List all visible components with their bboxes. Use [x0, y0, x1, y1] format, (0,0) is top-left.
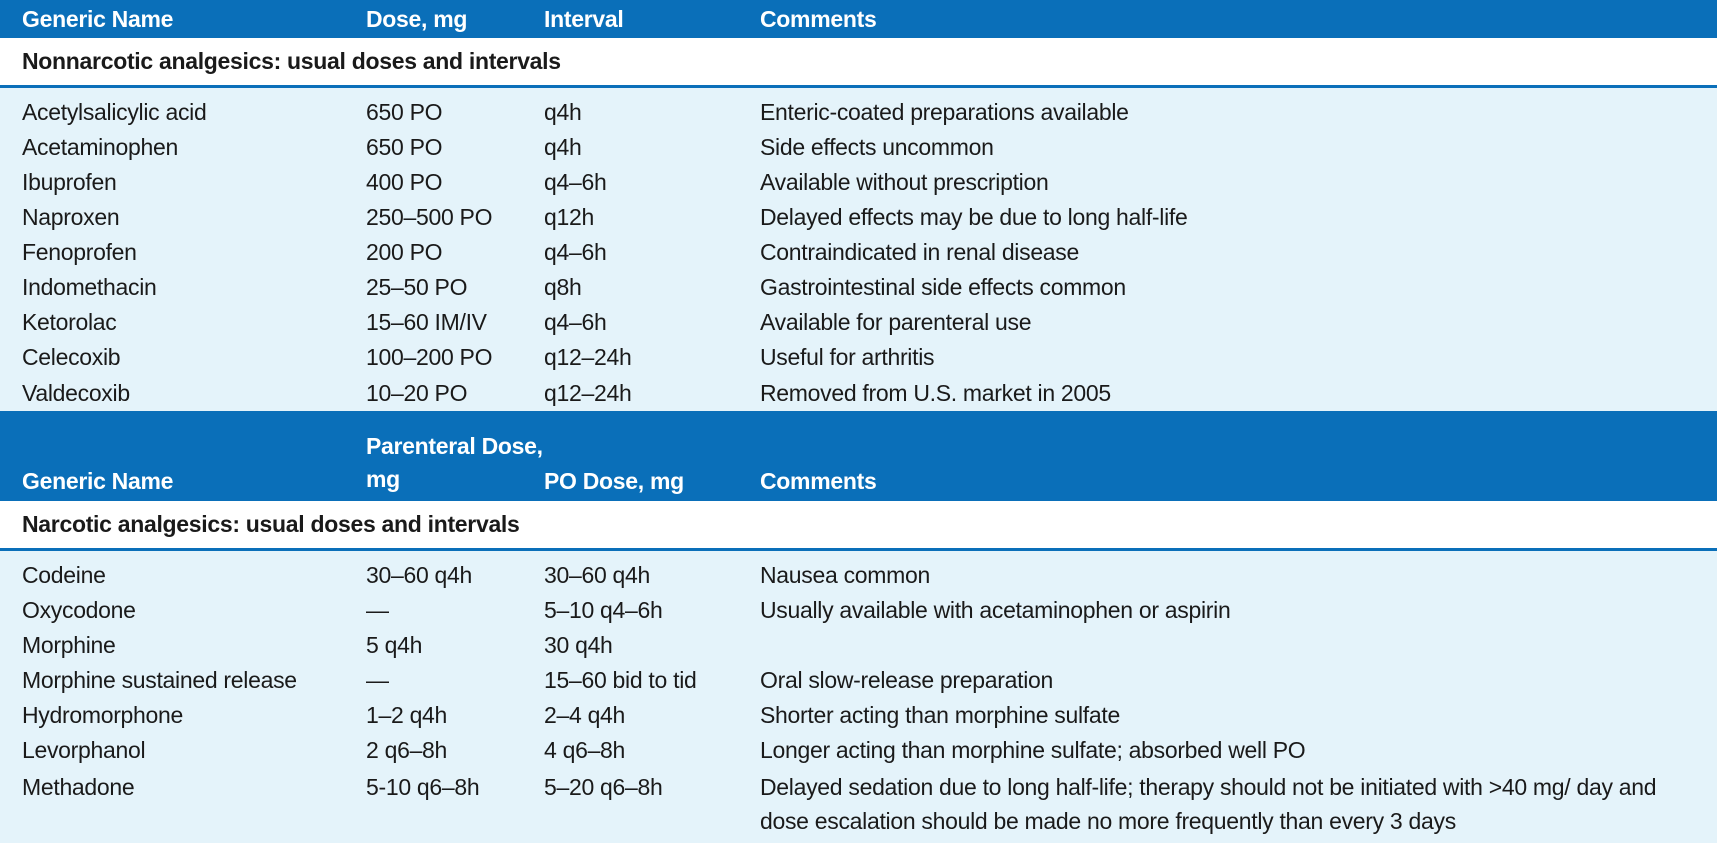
- table-row: Methadone 5-10 q6–8h 5–20 q6–8h Delayed …: [0, 767, 1717, 843]
- drug-interval: q12–24h: [544, 343, 632, 370]
- header-comments: Comments: [760, 468, 877, 494]
- table-row: Valdecoxib 10–20 PO q12–24h Removed from…: [0, 374, 1717, 411]
- drug-po-dose: 5–20 q6–8h: [544, 774, 663, 800]
- drug-comments: Enteric-coated preparations available: [760, 98, 1129, 125]
- table1-header-row: Generic Name Dose, mg Interval Comments: [0, 0, 1717, 38]
- drug-dose: 100–200 PO: [366, 343, 493, 370]
- header-comments: Comments: [760, 6, 877, 32]
- drug-dose: 10–20 PO: [366, 379, 468, 406]
- drug-comments: Available for parenteral use: [760, 308, 1032, 335]
- drug-name: Levorphanol: [22, 736, 146, 763]
- drug-interval: q4–6h: [544, 168, 607, 195]
- drug-interval: q4–6h: [544, 308, 607, 335]
- header-generic-name: Generic Name: [22, 6, 174, 32]
- drug-name: Indomethacin: [22, 273, 157, 300]
- drug-dose: 15–60 IM/IV: [366, 308, 487, 335]
- drug-comments: Oral slow-release preparation: [760, 666, 1053, 693]
- drug-comments: Side effects uncommon: [760, 133, 994, 160]
- table-row: Naproxen 250–500 PO q12h Delayed effects…: [0, 199, 1717, 234]
- section-title-narcotic: Narcotic analgesics: usual doses and int…: [0, 501, 1717, 551]
- drug-interval: q4h: [544, 98, 582, 125]
- drug-name: Codeine: [22, 561, 106, 588]
- drug-interval: q8h: [544, 273, 582, 300]
- table-row: Levorphanol 2 q6–8h 4 q6–8h Longer actin…: [0, 732, 1717, 767]
- table2-header-row: Generic Name Parenteral Dose, mg PO Dose…: [0, 411, 1717, 501]
- drug-interval: q12–24h: [544, 379, 632, 406]
- drug-parenteral-dose: —: [366, 666, 389, 693]
- section-title-nonnarcotic: Nonnarcotic analgesics: usual doses and …: [0, 38, 1717, 88]
- header-po-dose: PO Dose, mg: [544, 468, 684, 494]
- drug-name: Acetaminophen: [22, 133, 178, 160]
- table-row: Ibuprofen 400 PO q4–6h Available without…: [0, 164, 1717, 199]
- table1-body: Acetylsalicylic acid 650 PO q4h Enteric-…: [0, 88, 1717, 411]
- drug-comments: Longer acting than morphine sulfate; abs…: [760, 736, 1306, 763]
- drug-dose: 25–50 PO: [366, 273, 468, 300]
- drug-comments: Usually available with acetaminophen or …: [760, 596, 1231, 623]
- drug-comments: Useful for arthritis: [760, 343, 935, 370]
- drug-comments: Gastrointestinal side effects common: [760, 273, 1126, 300]
- drug-name: Ibuprofen: [22, 168, 117, 195]
- drug-parenteral-dose: 5 q4h: [366, 631, 423, 658]
- drug-po-dose: 2–4 q4h: [544, 701, 626, 728]
- table-row: Morphine 5 q4h 30 q4h: [0, 627, 1717, 662]
- drug-interval: q12h: [544, 203, 594, 230]
- drug-dose: 650 PO: [366, 133, 443, 160]
- table-row: Ketorolac 15–60 IM/IV q4–6h Available fo…: [0, 304, 1717, 339]
- table-row: Fenoprofen 200 PO q4–6h Contraindicated …: [0, 234, 1717, 269]
- drug-comments: Removed from U.S. market in 2005: [760, 379, 1111, 406]
- drug-comments: Shorter acting than morphine sulfate: [760, 701, 1120, 728]
- drug-po-dose: 30 q4h: [544, 631, 613, 658]
- drug-interval: q4h: [544, 133, 582, 160]
- table-row: Hydromorphone 1–2 q4h 2–4 q4h Shorter ac…: [0, 697, 1717, 732]
- table2-body: Codeine 30–60 q4h 30–60 q4h Nausea commo…: [0, 551, 1717, 843]
- drug-name: Morphine: [22, 631, 116, 658]
- drug-name: Methadone: [22, 774, 135, 800]
- drug-name: Fenoprofen: [22, 238, 137, 265]
- table-row: Acetaminophen 650 PO q4h Side effects un…: [0, 129, 1717, 164]
- drug-name: Naproxen: [22, 203, 120, 230]
- table-row: Codeine 30–60 q4h 30–60 q4h Nausea commo…: [0, 557, 1717, 592]
- drug-dose: 250–500 PO: [366, 203, 493, 230]
- drug-name: Oxycodone: [22, 596, 136, 623]
- drug-dose: 400 PO: [366, 168, 443, 195]
- header-interval: Interval: [544, 6, 624, 32]
- drug-po-dose: 5–10 q4–6h: [544, 596, 663, 623]
- drug-po-dose: 15–60 bid to tid: [544, 666, 697, 693]
- drug-parenteral-dose: 2 q6–8h: [366, 736, 448, 763]
- table-row: Celecoxib 100–200 PO q12–24h Useful for …: [0, 339, 1717, 374]
- drug-name: Morphine sustained release: [22, 666, 297, 693]
- drug-parenteral-dose: 30–60 q4h: [366, 561, 473, 588]
- drug-name: Valdecoxib: [22, 379, 130, 406]
- drug-po-dose: 30–60 q4h: [544, 561, 651, 588]
- drug-comments: Available without prescription: [760, 168, 1049, 195]
- drug-dose: 200 PO: [366, 238, 443, 265]
- drug-comments: Delayed sedation due to long half-life; …: [760, 774, 1657, 834]
- drug-parenteral-dose: 5-10 q6–8h: [366, 774, 480, 800]
- header-generic-name: Generic Name: [22, 468, 174, 494]
- drug-name: Celecoxib: [22, 343, 121, 370]
- drug-comments: Delayed effects may be due to long half-…: [760, 203, 1188, 230]
- drug-comments: Contraindicated in renal disease: [760, 238, 1079, 265]
- table-row: Indomethacin 25–50 PO q8h Gastrointestin…: [0, 269, 1717, 304]
- table-row: Acetylsalicylic acid 650 PO q4h Enteric-…: [0, 94, 1717, 129]
- drug-parenteral-dose: 1–2 q4h: [366, 701, 448, 728]
- drug-comments: Nausea common: [760, 561, 930, 588]
- drug-dose: 650 PO: [366, 98, 443, 125]
- drug-name: Ketorolac: [22, 308, 117, 335]
- drug-po-dose: 4 q6–8h: [544, 736, 626, 763]
- drug-name: Hydromorphone: [22, 701, 184, 728]
- table-row: Oxycodone — 5–10 q4–6h Usually available…: [0, 592, 1717, 627]
- table-row: Morphine sustained release — 15–60 bid t…: [0, 662, 1717, 697]
- drug-parenteral-dose: —: [366, 596, 389, 623]
- header-parenteral-dose: Parenteral Dose, mg: [366, 433, 543, 492]
- drug-interval: q4–6h: [544, 238, 607, 265]
- header-dose: Dose, mg: [366, 6, 468, 32]
- drug-name: Acetylsalicylic acid: [22, 98, 207, 125]
